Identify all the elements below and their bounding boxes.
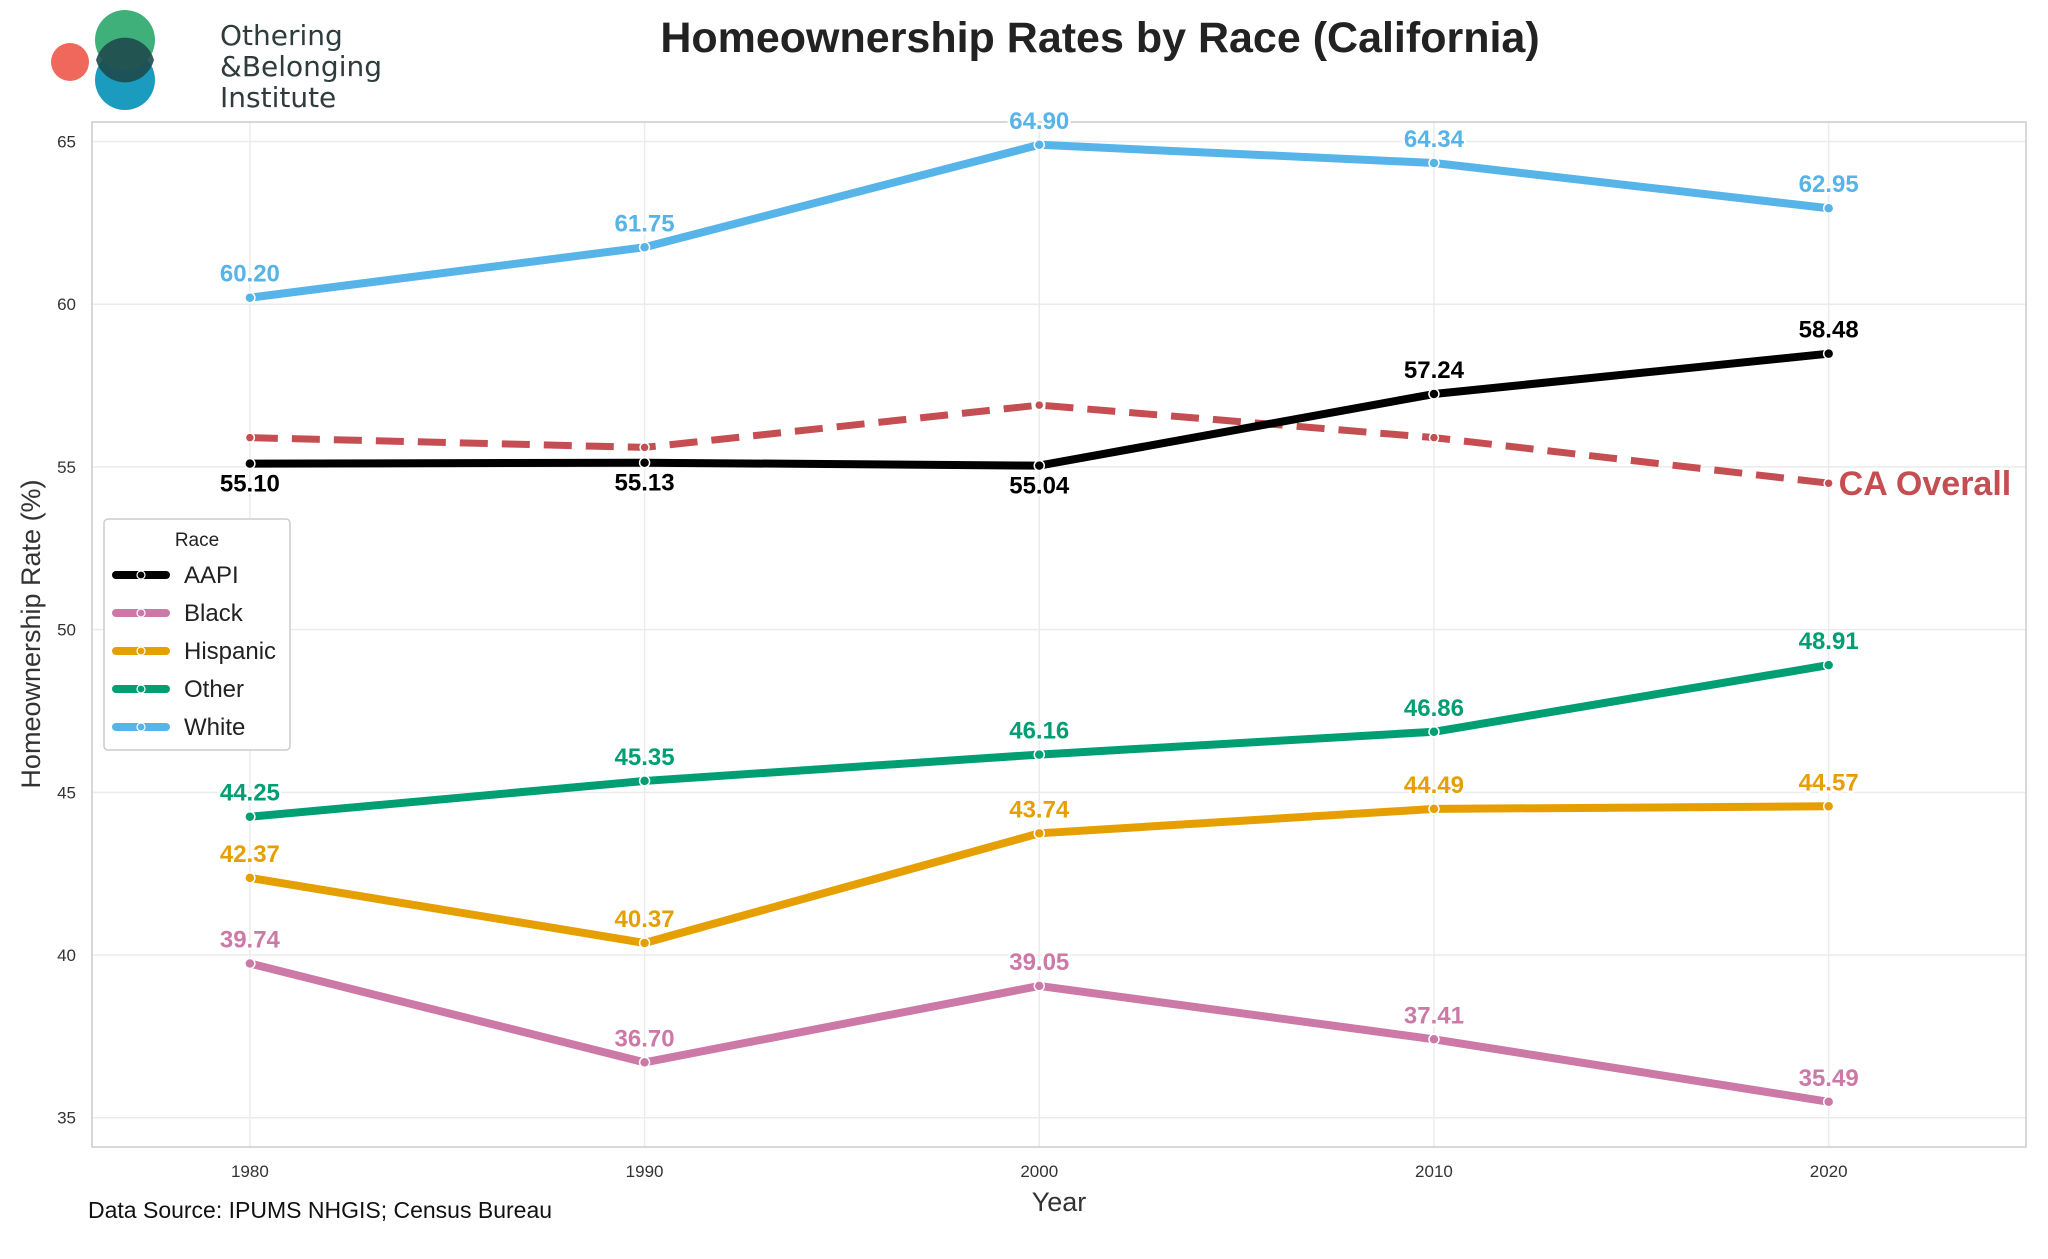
data-point-white <box>638 241 651 254</box>
data-point-aapi <box>1428 388 1440 400</box>
data-point-other <box>1822 659 1835 671</box>
data-label-black: 39.74 <box>220 926 281 953</box>
data-label-white: 64.34 <box>1404 126 1465 153</box>
data-point-hispanic <box>244 872 256 884</box>
ca-overall-line <box>249 401 1830 487</box>
legend-marker-white <box>136 722 146 732</box>
x-tick-label: 2000 <box>1020 1162 1058 1181</box>
y-tick-label: 50 <box>57 621 76 640</box>
data-label-black: 35.49 <box>1799 1065 1859 1092</box>
logo-line-1: Othering <box>220 19 343 52</box>
data-label-hispanic: 42.37 <box>220 841 280 868</box>
logo-text: Othering &Belonging Institute <box>220 20 382 113</box>
data-point-aapi <box>1822 347 1835 360</box>
legend-label-white: White <box>184 714 245 741</box>
data-label-aapi: 55.13 <box>615 470 675 497</box>
data-label-hispanic: 44.49 <box>1404 772 1464 799</box>
data-label-other: 46.16 <box>1009 718 1069 745</box>
legend: Race AAPI Black Hispanic Other White <box>103 518 291 751</box>
logo-line-3: Institute <box>220 81 337 114</box>
data-point-white <box>1428 157 1440 169</box>
y-tick-label: 45 <box>57 783 76 802</box>
data-point-white <box>1033 139 1046 151</box>
data-label-other: 48.91 <box>1799 628 1859 655</box>
data-point-white <box>244 291 256 304</box>
y-tick-label: 65 <box>57 133 76 152</box>
data-point-other <box>638 775 651 787</box>
legend-marker-aapi <box>136 570 146 580</box>
legend-label-aapi: AAPI <box>184 562 239 589</box>
ticks-layer: 35 40 45 50 55 60 65 1980 1990 2000 2010 2020 <box>57 133 1847 1181</box>
data-point-black <box>1822 1096 1835 1108</box>
data-point-aapi <box>1033 459 1046 472</box>
x-axis-label: Year <box>1032 1187 1087 1217</box>
data-point-hispanic <box>1822 800 1835 813</box>
logo: Othering &Belonging Institute <box>48 6 382 116</box>
y-axis-label: Homeownership Rate (%) <box>16 479 46 788</box>
logo-line-2: &Belonging <box>220 50 382 83</box>
data-point-white <box>1822 202 1835 214</box>
data-point-other <box>244 810 256 823</box>
data-label-other: 44.25 <box>220 780 280 807</box>
logo-coral-circle <box>51 43 89 81</box>
logo-overlap-shape <box>96 37 154 83</box>
data-point-black <box>1428 1033 1440 1046</box>
data-point-other <box>1033 748 1046 761</box>
ca-overall-point <box>1034 399 1045 411</box>
data-point-aapi <box>638 456 651 469</box>
data-label-black: 39.05 <box>1009 949 1069 976</box>
legend-items: AAPI Black Hispanic Other White <box>112 562 276 741</box>
data-label-hispanic: 44.57 <box>1799 769 1859 796</box>
chart-title: Homeownership Rates by Race (California) <box>660 14 1540 62</box>
data-label-aapi: 55.10 <box>220 471 280 498</box>
data-label-aapi: 58.48 <box>1799 317 1859 344</box>
ca-overall-point <box>639 442 650 453</box>
plot-frame <box>91 121 2027 1148</box>
legend-marker-other <box>136 684 146 694</box>
data-label-black: 37.41 <box>1404 1002 1464 1029</box>
data-point-other <box>1428 726 1440 738</box>
data-label-other: 45.35 <box>615 744 675 771</box>
data-label-aapi: 57.24 <box>1404 357 1465 384</box>
y-tick-label: 35 <box>57 1109 76 1128</box>
data-label-white: 62.95 <box>1799 171 1859 198</box>
data-point-black <box>1033 980 1046 992</box>
data-label-white: 64.90 <box>1009 108 1069 135</box>
y-tick-label: 60 <box>57 295 76 314</box>
ca-overall-point <box>1823 477 1834 489</box>
data-label-black: 36.70 <box>615 1025 675 1052</box>
data-point-hispanic <box>638 937 651 949</box>
source-note: Data Source: IPUMS NHGIS; Census Bureau <box>88 1197 553 1223</box>
ca-overall-label: CA Overall <box>1839 465 2012 503</box>
legend-marker-hispanic <box>136 646 146 656</box>
data-point-hispanic <box>1428 803 1440 815</box>
data-label-other: 46.86 <box>1404 695 1464 722</box>
data-label-white: 60.20 <box>220 261 280 288</box>
ca-overall-point <box>244 432 256 443</box>
lines-layer <box>244 139 1835 1108</box>
x-tick-label: 1980 <box>231 1162 269 1181</box>
logo-mark-icon <box>51 10 155 110</box>
data-label-hispanic: 40.37 <box>615 906 675 933</box>
data-point-aapi <box>244 457 256 470</box>
x-tick-label: 1990 <box>626 1162 664 1181</box>
y-tick-label: 55 <box>57 458 76 477</box>
data-label-white: 61.75 <box>615 210 675 237</box>
legend-title: Race <box>175 530 219 551</box>
data-point-black <box>638 1056 651 1069</box>
legend-label-black: Black <box>184 600 244 627</box>
data-label-aapi: 55.04 <box>1009 473 1070 500</box>
legend-marker-black <box>136 608 146 618</box>
data-point-hispanic <box>1033 827 1046 840</box>
data-point-black <box>244 957 256 970</box>
legend-label-hispanic: Hispanic <box>184 638 276 665</box>
legend-label-other: Other <box>184 676 244 703</box>
data-label-hispanic: 43.74 <box>1009 796 1070 823</box>
x-tick-label: 2020 <box>1810 1162 1848 1181</box>
ca-overall-point <box>1428 432 1440 443</box>
y-tick-label: 40 <box>57 946 76 965</box>
labels-layer: CA Overall 60.20 61.75 64.90 64.34 62.95 39.74… <box>217 105 2012 1094</box>
x-tick-label: 2010 <box>1415 1162 1453 1181</box>
